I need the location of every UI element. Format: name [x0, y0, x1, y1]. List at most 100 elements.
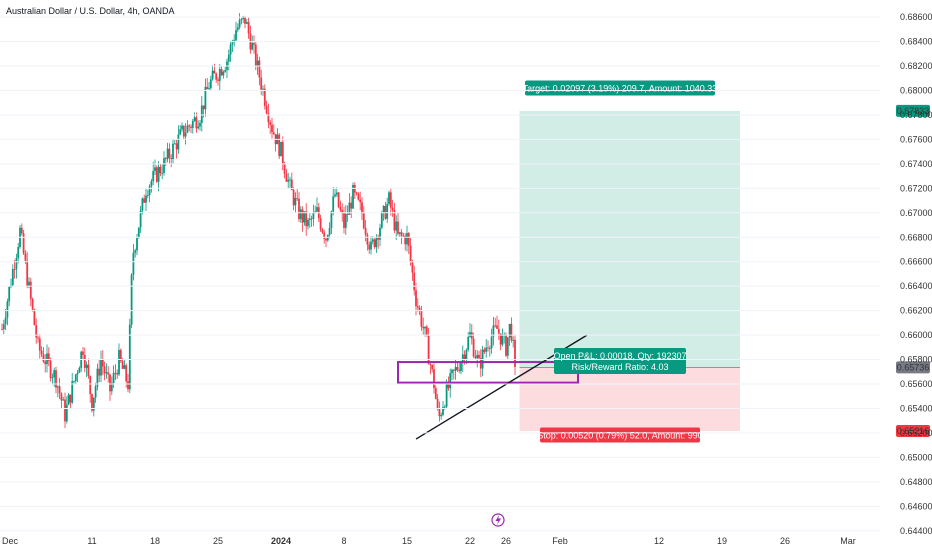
candle-body [254, 44, 257, 67]
pnl-label-text: Risk/Reward Ratio: 4.03 [571, 362, 668, 372]
candle-body [463, 354, 466, 360]
y-tick-label: 0.66200 [900, 306, 932, 316]
candle-body [136, 238, 138, 251]
candle-body [267, 113, 270, 123]
candle-body [508, 323, 511, 338]
candle-body [341, 210, 344, 214]
target-zone[interactable] [519, 110, 741, 368]
candle-body [256, 60, 259, 67]
candle-body [334, 194, 336, 197]
candle-body [154, 167, 156, 171]
candle-body [238, 19, 241, 28]
candle-body [299, 209, 302, 220]
candle-body [451, 369, 453, 374]
candle-body [467, 336, 470, 350]
candle-body [8, 286, 11, 302]
x-tick-label: 2024 [271, 536, 291, 546]
y-tick-label: 0.64400 [900, 526, 932, 536]
candle-body [325, 238, 327, 241]
candle-body [244, 16, 246, 24]
candle-body [116, 372, 119, 375]
candle-body [370, 241, 372, 250]
candle-body [211, 70, 214, 80]
candle-body [224, 69, 227, 72]
candle-body [128, 324, 131, 390]
candle-body [199, 123, 201, 127]
candle-body [65, 404, 68, 422]
candle-body [195, 117, 198, 129]
candle-body [409, 245, 412, 262]
candle-body [402, 235, 405, 237]
candle-body [164, 158, 167, 160]
candle-body [92, 397, 95, 411]
candle-body [22, 233, 25, 254]
candle-body [407, 233, 410, 246]
target-label-text: Target: 0.02097 (3.19%) 209.7, Amount: 1… [523, 84, 718, 94]
candle-body [377, 236, 380, 240]
candle-body [175, 143, 178, 150]
candle-body [361, 202, 363, 214]
candle-body [258, 60, 261, 78]
candle-body [418, 307, 421, 311]
candle-body [344, 213, 347, 228]
candle-body [447, 383, 450, 389]
pnl-label[interactable]: Open P&L: 0.00018, Qty: 192307Risk/Rewar… [553, 348, 687, 374]
candle-body [24, 253, 27, 261]
candle-body [362, 213, 365, 229]
candle-body [13, 269, 16, 270]
candle-body [339, 207, 342, 211]
candle-body [31, 298, 34, 310]
candle-body [96, 368, 99, 387]
candle-body [422, 326, 425, 329]
candle-body [73, 381, 75, 382]
target-label[interactable]: Target: 0.02097 (3.19%) 209.7, Amount: 1… [523, 80, 718, 96]
x-tick-label: Feb [552, 536, 568, 546]
x-axis: Dec 11 18 25 2024 8 15 22 26 Feb 12 19 26 Mar [2, 536, 856, 546]
candle-body [114, 372, 117, 374]
x-tick-label: 12 [654, 536, 664, 546]
y-tick-label: 0.67000 [900, 208, 932, 218]
lightning-icon[interactable] [491, 513, 505, 527]
candle-body [285, 173, 288, 182]
candle-body [454, 367, 457, 371]
candle-body [190, 126, 192, 128]
candle-body [85, 364, 88, 368]
candle-body [60, 393, 63, 401]
stop-zone[interactable] [519, 367, 741, 431]
candle-body [494, 325, 497, 327]
x-tick-label: Dec [2, 536, 19, 546]
candle-body [157, 166, 160, 182]
candle-body [355, 192, 358, 194]
candle-body [74, 374, 77, 382]
candle-body [177, 134, 180, 150]
candle-body [438, 408, 441, 417]
candle-body [191, 120, 194, 128]
candle-body [206, 86, 209, 90]
candle-body [182, 125, 185, 137]
stop-label[interactable]: Stop: 0.00520 (0.79%) 52.0, Amount: 990 [537, 427, 703, 443]
y-tick-label: 0.64800 [900, 477, 932, 487]
candle-body [137, 227, 140, 239]
candle-body [483, 349, 486, 352]
candle-body [20, 227, 23, 234]
candle-body [357, 193, 360, 200]
candle-body [416, 306, 419, 308]
candle-body [497, 328, 500, 334]
candle-body [188, 125, 191, 127]
candle-body [107, 372, 110, 375]
candle-body [166, 148, 169, 160]
candle-body [6, 301, 9, 318]
candle-body [94, 386, 97, 398]
candle-body [281, 141, 284, 165]
candle-body [123, 365, 126, 369]
y-tick-label: 0.65200 [900, 428, 932, 438]
x-tick-label: 26 [780, 536, 790, 546]
candle-body [301, 209, 304, 223]
candle-body [366, 234, 369, 245]
candle-body [132, 252, 135, 275]
candle-body [271, 124, 273, 133]
x-tick-label: 25 [213, 536, 223, 546]
candle-body [145, 195, 147, 203]
candle-body [98, 368, 101, 376]
